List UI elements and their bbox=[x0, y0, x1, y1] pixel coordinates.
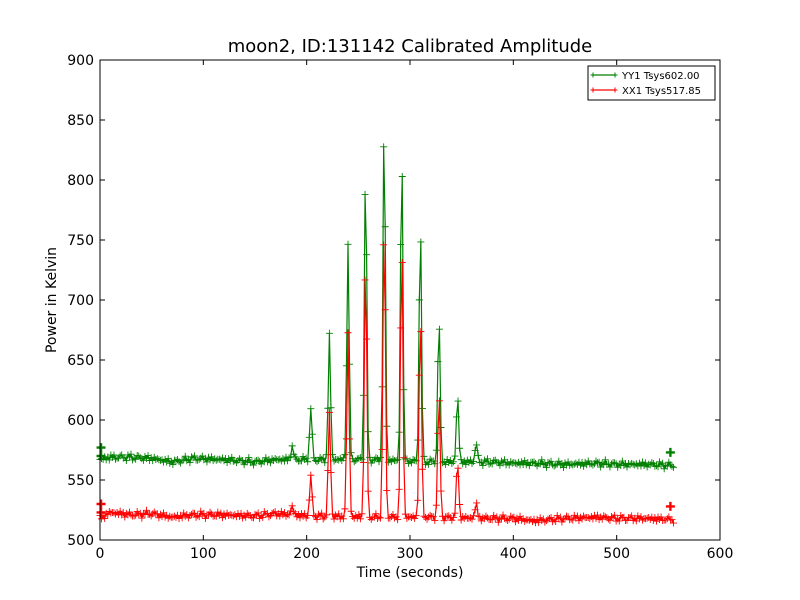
x-tick-label: 400 bbox=[500, 546, 527, 562]
y-tick-label: 750 bbox=[67, 233, 94, 249]
legend-label: YY1 Tsys602.00 bbox=[621, 71, 700, 82]
x-tick-label: 200 bbox=[293, 546, 320, 562]
x-tick-label: 0 bbox=[96, 546, 105, 562]
y-tick-label: 800 bbox=[67, 173, 94, 189]
x-tick-label: 500 bbox=[603, 546, 630, 562]
y-tick-label: 550 bbox=[67, 473, 94, 489]
y-axis-label: Power in Kelvin bbox=[44, 247, 60, 353]
endpoint-marker bbox=[96, 499, 106, 509]
y-tick-label: 700 bbox=[67, 293, 94, 309]
legend-item: XX1 Tsys517.85 bbox=[590, 86, 701, 97]
axes-layer: 0 100 200 300 400 500 600 500 550 600 650 700 750 800… bbox=[67, 53, 733, 562]
legend-label: XX1 Tsys517.85 bbox=[622, 86, 701, 97]
y-tick-label: 500 bbox=[67, 533, 94, 549]
y-tick-label: 850 bbox=[67, 113, 94, 129]
legend-box bbox=[587, 65, 716, 101]
series-xx1 bbox=[96, 241, 677, 527]
x-tick-label: 300 bbox=[397, 546, 424, 562]
legend-marker bbox=[590, 87, 618, 93]
endpoint-marker bbox=[96, 443, 106, 453]
y-tick-label: 900 bbox=[67, 53, 94, 69]
y-tick-label: 650 bbox=[67, 353, 94, 369]
endpoint-marker bbox=[96, 507, 106, 517]
legend: YY1 Tsys602.00 XX1 Tsys517.85 bbox=[587, 65, 716, 101]
legend-item: YY1 Tsys602.00 bbox=[590, 71, 700, 82]
endpoint-marker bbox=[96, 451, 106, 461]
x-tick-label: 100 bbox=[190, 546, 217, 562]
endpoint-marker bbox=[665, 447, 675, 457]
y-tick-label: 600 bbox=[67, 413, 94, 429]
chart-title: moon2, ID:131142 Calibrated Amplitude bbox=[228, 36, 593, 57]
x-tick-label: 600 bbox=[707, 546, 734, 562]
series-layer bbox=[96, 143, 677, 527]
legend-marker bbox=[590, 72, 618, 78]
x-axis-label: Time (seconds) bbox=[356, 565, 464, 581]
endpoint-marker bbox=[665, 501, 675, 511]
